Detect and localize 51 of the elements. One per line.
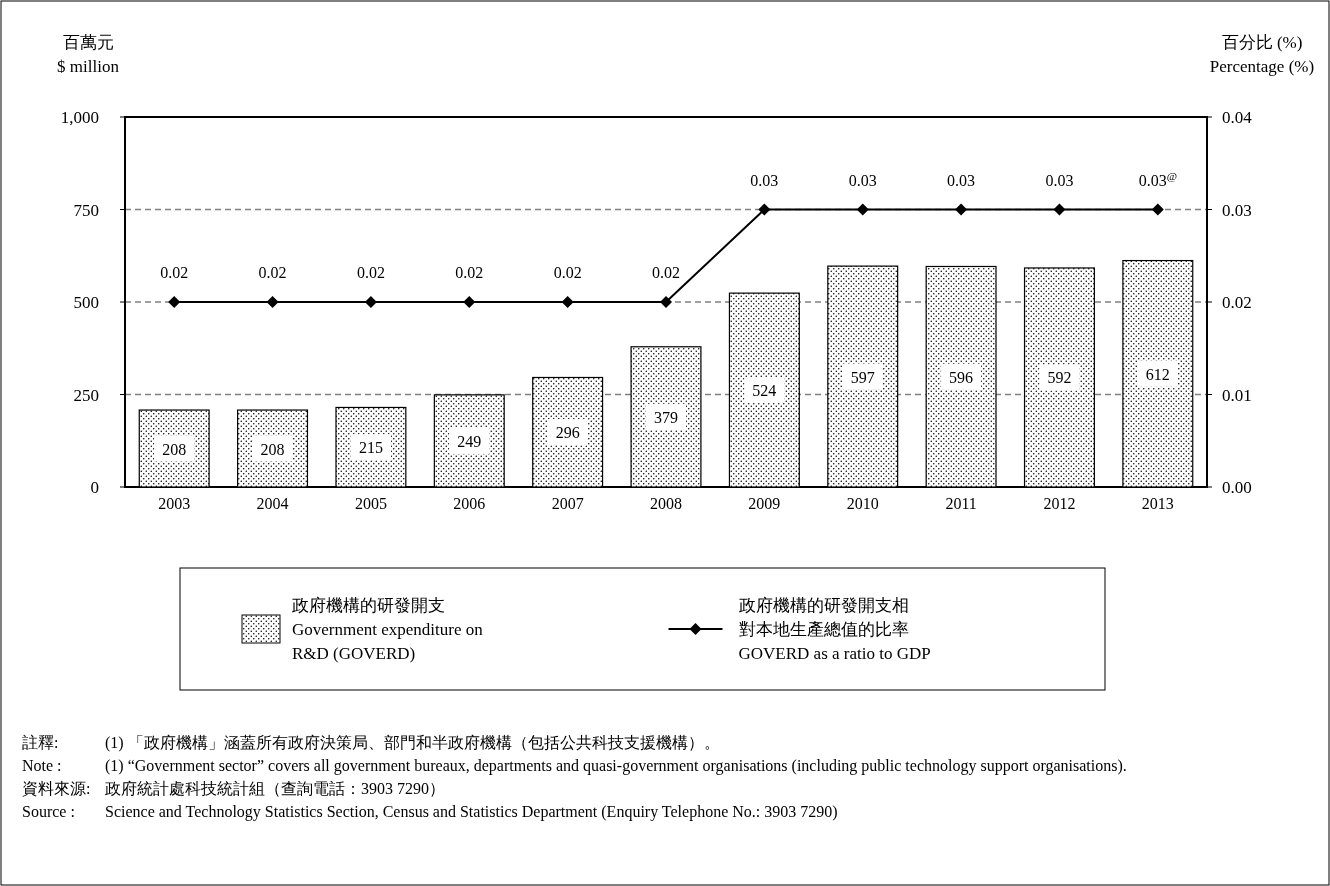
y-tick-label: 250 bbox=[73, 385, 99, 405]
x-tick-label: 2007 bbox=[551, 495, 584, 512]
y-tick-label: 0 bbox=[90, 478, 99, 497]
data-label: 597 bbox=[850, 368, 875, 386]
y2-tick-label: 0.01 bbox=[1222, 385, 1252, 405]
data-label: 592 bbox=[1047, 369, 1072, 387]
x-tick-label: 2004 bbox=[256, 495, 289, 512]
data-label: 215 bbox=[358, 439, 383, 457]
legend-label: 政府機構的研發開支 Government expenditure on R&D (GOVERD) bbox=[292, 596, 484, 663]
y2-tick-label: 0.00 bbox=[1222, 478, 1252, 497]
x-tick-label: 2012 bbox=[1043, 495, 1076, 512]
data-label: 0.03 bbox=[750, 171, 779, 189]
x-tick-label: 2009 bbox=[748, 495, 781, 512]
legend-label: 政府機構的研發開支相對本地生產總值的比率 GOVERD as a ratio to GDP bbox=[738, 596, 931, 663]
data-label: 296 bbox=[555, 424, 580, 442]
data-label: 612 bbox=[1145, 365, 1170, 383]
y2-axis-title: 百分比 (%) Percentage (%) bbox=[1209, 33, 1315, 76]
data-label: 0.03$^{@}$ bbox=[1138, 169, 1177, 189]
x-tick-label: 2005 bbox=[354, 495, 387, 512]
data-label: 208 bbox=[260, 440, 285, 458]
x-tick-label: 2006 bbox=[453, 495, 486, 512]
data-label: 0.02 bbox=[455, 264, 484, 281]
source-note: 資料來源: 政府統計處科技統計組（查詢電話：3903 7290） bbox=[22, 779, 446, 799]
data-label: 0.03 bbox=[1045, 171, 1074, 189]
y-axis-title: 百萬元 $ million bbox=[57, 33, 120, 76]
y-tick-label: 500 bbox=[73, 293, 99, 312]
data-label: 0.02 bbox=[356, 264, 385, 281]
text: 註釋: (1) 「政府機構」涵蓋所有政府決策局、部門和半政府機構（包括公共科技支援機構）。 bbox=[22, 734, 720, 751]
x-tick-label: 2013 bbox=[1141, 495, 1174, 512]
x-tick-label: 2010 bbox=[846, 495, 879, 512]
data-label: 596 bbox=[949, 368, 974, 386]
x-tick-label: 2008 bbox=[650, 495, 682, 512]
data-label: 0.02 bbox=[553, 264, 582, 281]
data-label: 0.02 bbox=[258, 264, 287, 281]
y2-tick-label: 0.02 bbox=[1222, 293, 1252, 312]
data-label: 0.03 bbox=[947, 171, 976, 189]
data-label: 524 bbox=[752, 382, 777, 400]
data-label: 0.03 bbox=[848, 171, 877, 189]
data-label: 208 bbox=[162, 440, 187, 458]
text: Note : (1) “Government sector” covers all government bureaux, departments and quasi-government organisations (including public technology support organisations). bbox=[22, 757, 1127, 774]
y2-tick-label: 0.04 bbox=[1222, 108, 1253, 127]
data-label: 0.02 bbox=[652, 264, 680, 281]
data-label: 249 bbox=[457, 432, 482, 450]
data-label: 0.02 bbox=[160, 264, 189, 281]
y-tick-label: 1,000 bbox=[60, 108, 99, 127]
text: Source : Science and Technology Statistics Section, Census and Statistics Department (Enquiry Telephone No.: 3903 7290) bbox=[22, 803, 838, 820]
y-tick-label: 750 bbox=[73, 200, 99, 220]
data-label: 379 bbox=[654, 408, 678, 426]
x-tick-label: 2003 bbox=[158, 495, 191, 512]
x-tick-label: 2011 bbox=[945, 495, 977, 512]
y2-tick-label: 0.03 bbox=[1222, 200, 1252, 220]
